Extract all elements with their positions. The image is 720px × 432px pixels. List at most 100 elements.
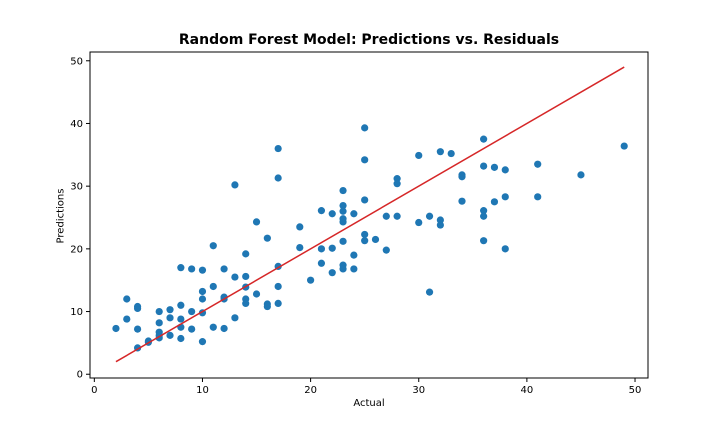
identity-line <box>115 66 625 363</box>
data-point <box>361 237 369 245</box>
data-point <box>490 198 499 206</box>
data-point <box>361 124 369 132</box>
data-point <box>209 242 217 250</box>
data-point <box>220 265 228 273</box>
data-point <box>480 212 488 220</box>
x-tick-label: 30 <box>412 385 425 396</box>
data-point <box>458 173 466 181</box>
data-point <box>231 314 239 322</box>
data-point <box>328 210 336 218</box>
data-point <box>350 265 358 273</box>
data-point <box>490 163 499 171</box>
data-point <box>382 212 390 220</box>
data-point <box>361 230 369 239</box>
data-point <box>480 237 488 245</box>
data-points <box>112 124 628 352</box>
data-point <box>112 324 120 333</box>
y-tick-label: 50 <box>70 56 83 67</box>
data-point <box>242 250 250 258</box>
x-tick-label: 20 <box>304 385 317 396</box>
y-tick-label: 10 <box>70 307 83 318</box>
y-axis-label: Predictions <box>55 188 67 244</box>
data-point <box>458 197 466 205</box>
data-point <box>350 210 358 218</box>
data-point <box>317 259 326 267</box>
data-point <box>328 269 336 277</box>
data-point <box>177 264 185 272</box>
data-point <box>177 301 185 309</box>
data-point <box>220 324 228 333</box>
data-point <box>436 148 444 156</box>
data-point <box>382 246 390 254</box>
data-point <box>209 323 217 331</box>
data-point <box>198 295 207 303</box>
data-point <box>339 265 347 273</box>
data-point <box>198 338 207 346</box>
data-point <box>425 212 434 220</box>
data-point <box>177 315 185 323</box>
data-point <box>361 156 369 164</box>
data-point <box>242 272 250 281</box>
data-point <box>274 282 282 291</box>
data-point <box>188 265 196 273</box>
data-point <box>263 234 271 242</box>
data-point <box>436 221 444 229</box>
data-point <box>123 295 131 303</box>
plot-frame <box>89 51 649 379</box>
data-point <box>371 235 380 244</box>
x-tick-label: 0 <box>91 385 97 396</box>
data-point <box>252 218 261 226</box>
data-point <box>501 193 509 201</box>
data-point <box>577 171 585 179</box>
data-point <box>252 290 261 298</box>
data-point <box>501 245 509 253</box>
data-point <box>307 276 315 284</box>
chart-title: Random Forest Model: Predictions vs. Res… <box>178 32 560 48</box>
data-point <box>198 266 207 274</box>
data-point <box>339 202 347 210</box>
y-axis-ticks: 0 10 20 30 40 50 <box>70 56 90 381</box>
data-point <box>133 304 142 313</box>
data-point <box>166 314 174 322</box>
data-point <box>188 307 196 316</box>
x-tick-label: 50 <box>629 385 642 396</box>
data-point <box>133 325 142 333</box>
data-point <box>393 212 401 220</box>
y-tick-label: 30 <box>70 182 83 193</box>
data-point <box>501 166 509 174</box>
x-tick-label: 40 <box>521 385 534 396</box>
data-point <box>415 151 423 160</box>
x-axis-ticks: 0 10 20 30 40 50 <box>91 378 641 396</box>
x-axis-label: Actual <box>353 398 385 409</box>
data-point <box>166 331 174 339</box>
data-point <box>480 135 488 143</box>
data-point <box>188 325 196 333</box>
x-tick-label: 10 <box>196 385 209 396</box>
data-point <box>534 160 542 168</box>
reference-line <box>115 66 625 363</box>
data-point <box>123 315 131 323</box>
data-point <box>177 334 185 343</box>
data-point <box>274 174 282 182</box>
data-point <box>480 207 488 215</box>
data-point <box>263 302 271 311</box>
data-point <box>339 218 347 226</box>
data-point <box>231 181 239 189</box>
data-point <box>317 207 326 215</box>
data-point <box>350 251 358 259</box>
data-point <box>339 207 347 215</box>
data-point <box>339 186 347 195</box>
y-tick-label: 0 <box>77 370 83 381</box>
data-point <box>480 162 488 170</box>
data-point <box>274 144 282 153</box>
data-point <box>328 244 336 252</box>
data-point <box>317 245 326 253</box>
data-point <box>361 196 369 204</box>
data-point <box>296 244 304 252</box>
data-point <box>436 216 444 224</box>
y-tick-label: 40 <box>70 119 83 130</box>
data-point <box>620 142 628 150</box>
y-tick-label: 20 <box>70 244 83 255</box>
data-point <box>339 237 347 245</box>
